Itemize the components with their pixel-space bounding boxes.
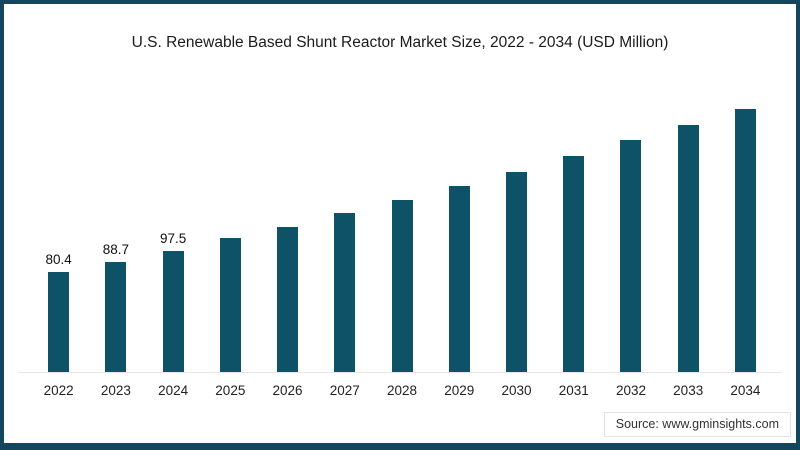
bar-2025 (219, 238, 241, 372)
source-attribution: Source: www.gminsights.com (603, 412, 791, 437)
bar-2033 (677, 124, 699, 372)
bar-2034 (734, 109, 756, 372)
x-axis-labels: 2022 2023 2024 2025 2026 2027 2028 2029 2030 2031… (30, 383, 774, 398)
x-axis-label-2025: 2025 (215, 383, 246, 398)
bar-column-2025 (202, 80, 259, 372)
x-axis-label-2027: 2027 (329, 383, 360, 398)
bar-column-2030 (488, 80, 545, 372)
bar-2026 (277, 226, 299, 372)
bar-column-2029 (431, 80, 488, 372)
bar-column-2031 (545, 80, 602, 372)
bar-value-label: 97.5 (159, 230, 187, 246)
bar-2030 (505, 171, 527, 372)
x-axis-label-2028: 2028 (387, 383, 418, 398)
bar-value-label: 88.7 (102, 241, 129, 257)
x-axis-label-2024: 2024 (158, 383, 189, 398)
bar-2027 (334, 213, 356, 372)
bar-column-2026 (259, 80, 316, 372)
bar-column-2033 (660, 80, 717, 372)
x-axis-label-2029: 2029 (444, 383, 475, 398)
bar-column-2027 (316, 80, 373, 372)
x-axis-label-2034: 2034 (730, 383, 761, 398)
bar-value-label: 80.4 (45, 252, 72, 268)
bar-chart-plot-area: 80.4 88.7 97.5 (30, 80, 774, 372)
x-axis-label-2030: 2030 (501, 383, 532, 398)
bar-column-2024: 97.5 (144, 80, 201, 372)
bar-2031 (563, 155, 585, 372)
chart-title: U.S. Renewable Based Shunt Reactor Marke… (131, 34, 669, 51)
bar-column-2028 (373, 80, 430, 372)
x-axis-label-2032: 2032 (615, 383, 646, 398)
bar-column-2032 (602, 80, 659, 372)
x-axis-label-2026: 2026 (272, 383, 303, 398)
bar-column-2023: 88.7 (87, 80, 144, 372)
x-axis-label-2022: 2022 (43, 383, 74, 398)
bar-2022 (48, 272, 70, 372)
x-axis-line (18, 372, 782, 373)
bar-2032 (620, 140, 642, 372)
x-axis-label-2031: 2031 (558, 383, 589, 398)
x-axis-label-2023: 2023 (100, 383, 131, 398)
x-axis-label-2033: 2033 (673, 383, 704, 398)
bar-2024 (162, 250, 184, 372)
bar-column-2034 (717, 80, 774, 372)
bar-column-2022: 80.4 (30, 80, 87, 372)
bar-2023 (105, 261, 127, 372)
bar-2028 (391, 199, 413, 372)
bar-2029 (448, 186, 470, 372)
